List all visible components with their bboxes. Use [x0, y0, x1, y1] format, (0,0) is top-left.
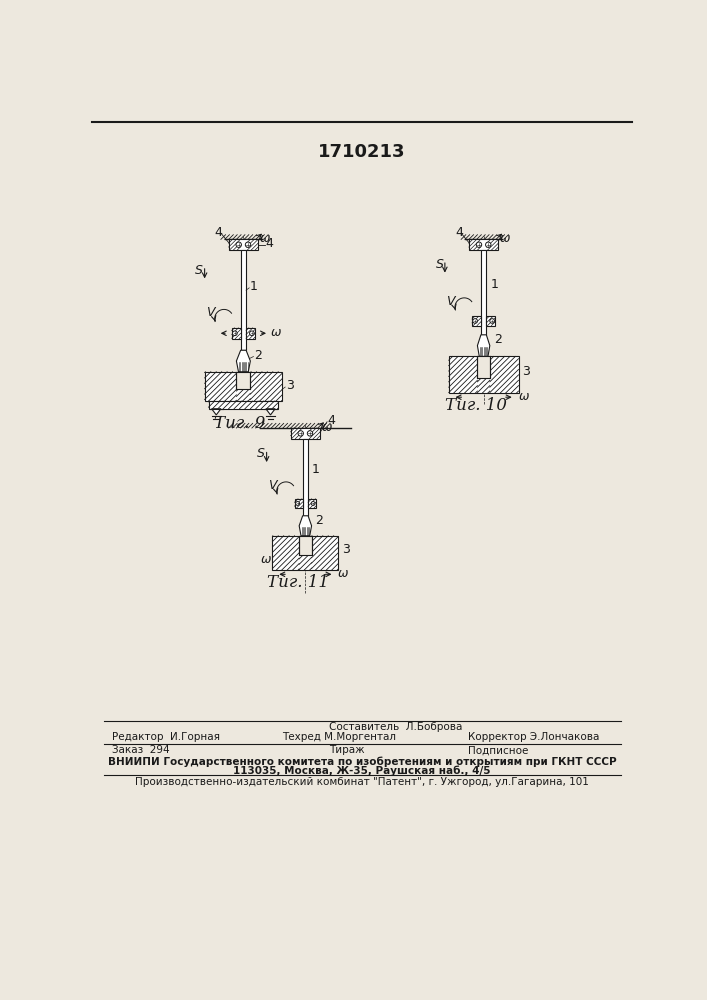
Text: 3: 3: [286, 379, 294, 392]
Circle shape: [308, 431, 312, 436]
Text: 113035, Москва, Ж-35, Раушская наб., 4/5: 113035, Москва, Ж-35, Раушская наб., 4/5: [233, 765, 491, 776]
Text: Составитель  Л.Боброва: Составитель Л.Боброва: [329, 722, 462, 732]
Bar: [204, 372, 282, 401]
Text: ω: ω: [500, 232, 510, 245]
Polygon shape: [211, 409, 221, 415]
Bar: [228, 239, 258, 250]
Bar: [303, 439, 308, 516]
Text: 4: 4: [455, 226, 463, 238]
Text: 1: 1: [312, 463, 320, 476]
Bar: [449, 356, 518, 393]
Bar: [486, 316, 495, 326]
Circle shape: [245, 242, 251, 247]
Text: Τиг. 11: Τиг. 11: [267, 574, 329, 591]
Bar: [469, 239, 498, 250]
Circle shape: [473, 319, 477, 323]
Text: V: V: [206, 306, 215, 319]
Polygon shape: [299, 516, 312, 536]
Bar: [246, 328, 255, 339]
Text: 4: 4: [215, 226, 223, 238]
Bar: [477, 356, 490, 378]
Circle shape: [296, 502, 300, 505]
Text: ω: ω: [339, 567, 349, 580]
Circle shape: [250, 331, 255, 336]
Text: Τиг. 10: Τиг. 10: [445, 397, 507, 414]
Circle shape: [298, 431, 303, 436]
Bar: [240, 250, 246, 350]
Text: Тираж: Тираж: [329, 745, 364, 755]
Text: V: V: [268, 479, 276, 492]
Text: 1710213: 1710213: [318, 143, 406, 161]
Bar: [481, 250, 486, 335]
Bar: [295, 499, 303, 508]
Polygon shape: [477, 335, 490, 356]
Polygon shape: [236, 350, 250, 372]
Text: 2: 2: [255, 349, 262, 362]
Text: Подписное: Подписное: [468, 745, 529, 755]
Circle shape: [311, 502, 315, 505]
Bar: [299, 536, 312, 555]
Text: 1: 1: [490, 278, 498, 291]
Circle shape: [490, 319, 494, 323]
Text: Заказ  294: Заказ 294: [112, 745, 169, 755]
Text: ω: ω: [518, 390, 529, 403]
Text: 2: 2: [493, 333, 501, 346]
Text: 4: 4: [266, 237, 274, 250]
Bar: [272, 536, 339, 570]
Text: 3: 3: [342, 543, 350, 556]
Text: ω: ω: [259, 232, 270, 245]
Polygon shape: [266, 409, 275, 415]
Text: 1: 1: [250, 280, 258, 293]
Text: S: S: [257, 447, 265, 460]
Text: S: S: [436, 258, 443, 271]
Bar: [236, 372, 250, 389]
Text: V: V: [446, 295, 455, 308]
Text: ω: ω: [271, 326, 281, 339]
Text: Τиг. 9: Τиг. 9: [214, 415, 265, 432]
Text: S: S: [195, 264, 203, 277]
Text: ω: ω: [261, 553, 271, 566]
Circle shape: [477, 242, 481, 247]
Bar: [232, 328, 240, 339]
Text: Редактор  И.Горная: Редактор И.Горная: [112, 732, 220, 742]
Bar: [209, 401, 279, 409]
Text: Производственно-издательский комбинат "Патент", г. Ужгород, ул.Гагарина, 101: Производственно-издательский комбинат "П…: [135, 777, 589, 787]
Circle shape: [486, 242, 491, 247]
Text: Корректор Э.Лончакова: Корректор Э.Лончакова: [468, 732, 600, 742]
Bar: [308, 499, 316, 508]
Text: 4: 4: [328, 414, 336, 427]
Circle shape: [236, 242, 241, 247]
Text: ω: ω: [322, 421, 332, 434]
Text: 2: 2: [315, 514, 323, 527]
Circle shape: [233, 331, 237, 336]
Text: Техред М.Моргентал: Техред М.Моргентал: [282, 732, 396, 742]
Text: ВНИИПИ Государственного комитета по изобретениям и открытиям при ГКНТ СССР: ВНИИПИ Государственного комитета по изоб…: [107, 756, 617, 767]
Bar: [472, 316, 481, 326]
Bar: [291, 428, 320, 439]
Text: 3: 3: [522, 365, 530, 378]
